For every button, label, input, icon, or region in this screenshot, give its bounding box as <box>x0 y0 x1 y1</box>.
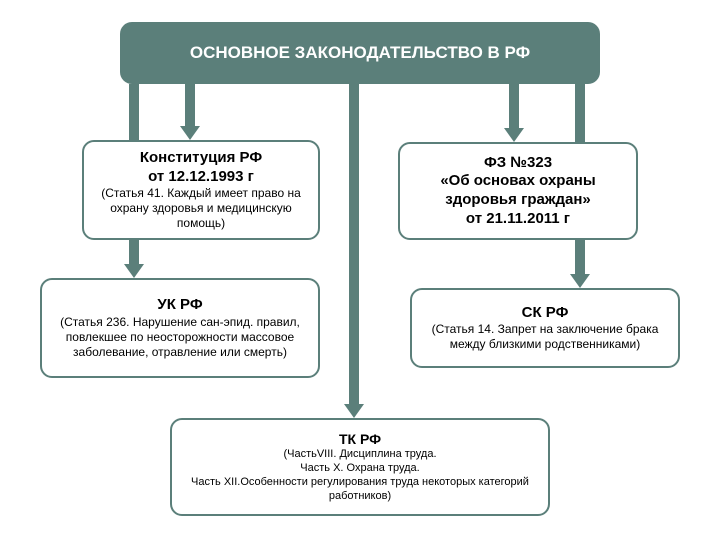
node-uk: УК РФ (Статья 236. Нарушение сан-эпид. п… <box>40 278 320 378</box>
const-sub: (Статья 41. Каждый имеет право на охрану… <box>94 186 308 231</box>
node-sk: СК РФ (Статья 14. Запрет на заключение б… <box>410 288 680 368</box>
sk-hdr: СК РФ <box>422 304 668 323</box>
uk-sub: (Статья 236. Нарушение сан-эпид. правил,… <box>52 315 308 360</box>
fz-hdr1: ФЗ №323 <box>410 154 626 173</box>
uk-hdr: УК РФ <box>52 296 308 315</box>
tk-hdr: ТК РФ <box>182 431 538 449</box>
title-text: ОСНОВНОЕ ЗАКОНОДАТЕЛЬСТВО В РФ <box>132 42 588 63</box>
node-fz323: ФЗ №323 «Об основах охраны здоровья граж… <box>398 142 638 240</box>
title-box: ОСНОВНОЕ ЗАКОНОДАТЕЛЬСТВО В РФ <box>120 22 600 84</box>
const-hdr2: от 12.12.1993 г <box>94 168 308 187</box>
fz-hdr3: от 21.11.2011 г <box>410 210 626 229</box>
node-constitution: Конституция РФ от 12.12.1993 г (Статья 4… <box>82 140 320 240</box>
const-hdr1: Конституция РФ <box>94 149 308 168</box>
tk-sub: (ЧастьVIII. Дисциплина труда.Часть X. Ох… <box>182 448 538 503</box>
fz-hdr2: «Об основах охраны здоровья граждан» <box>410 172 626 210</box>
node-tk: ТК РФ (ЧастьVIII. Дисциплина труда.Часть… <box>170 418 550 516</box>
sk-sub: (Статья 14. Запрет на заключение брака м… <box>422 322 668 352</box>
